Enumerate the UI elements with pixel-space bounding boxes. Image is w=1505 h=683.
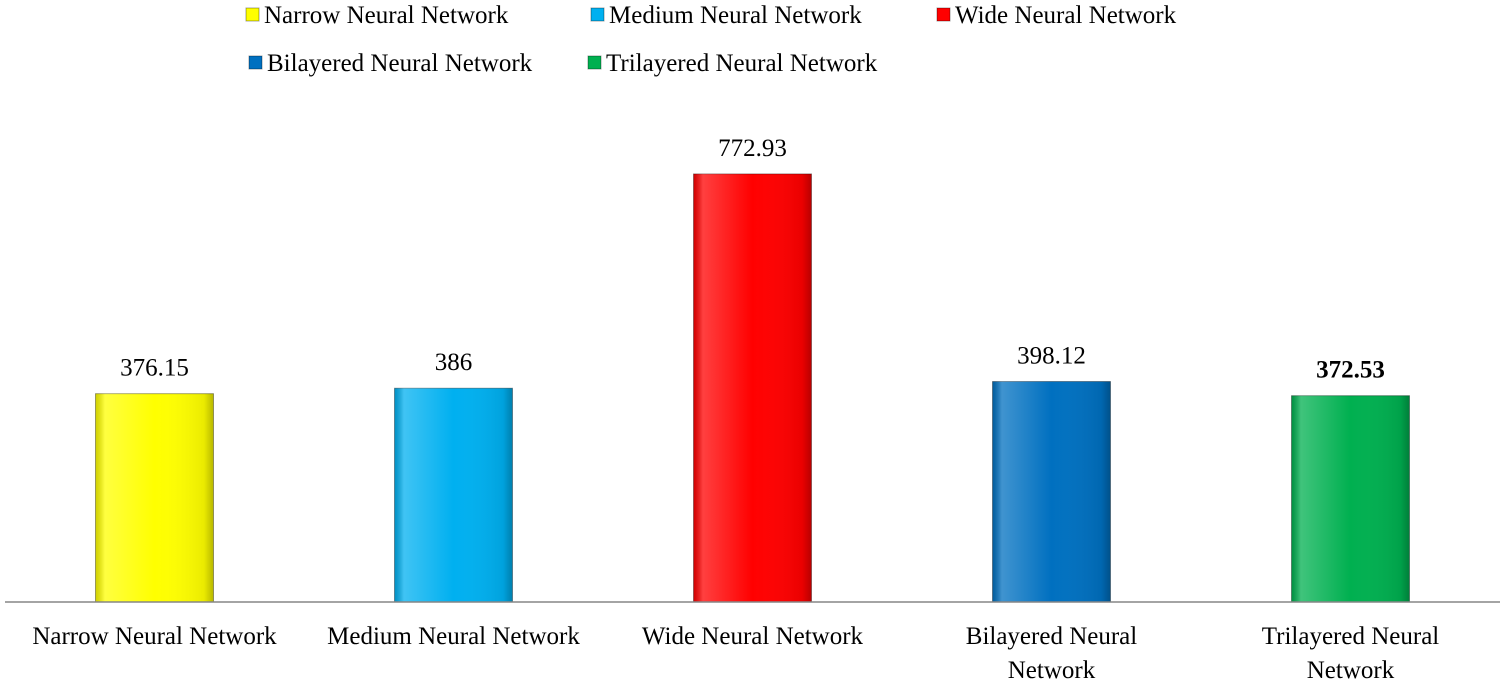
legend-label-0: Narrow Neural Network	[264, 2, 509, 29]
category-label-4-line-0: Trilayered Neural	[1262, 623, 1440, 650]
category-label-3-line-1: Network	[1008, 657, 1096, 683]
legend-label-3: Bilayered Neural Network	[267, 50, 533, 77]
value-label-1: 386	[435, 349, 473, 376]
bar-4	[1291, 395, 1410, 603]
legend-swatch-2	[936, 7, 951, 22]
legend-swatch-4	[587, 55, 602, 70]
bar-0	[95, 393, 214, 603]
category-label-1: Medium Neural Network	[327, 623, 580, 650]
bar-1	[394, 387, 513, 603]
bar-2	[693, 173, 812, 603]
value-label-0: 376.15	[120, 355, 189, 382]
legend-swatch-0	[245, 7, 260, 22]
legend-label-4: Trilayered Neural Network	[606, 50, 878, 77]
value-label-4: 372.53	[1316, 357, 1385, 384]
bar-3	[992, 381, 1111, 603]
legend-swatch-1	[590, 7, 605, 22]
legend: Narrow Neural Network Medium Neural Netwo…	[245, 2, 1177, 77]
category-label-4-line-1: Network	[1307, 657, 1395, 683]
legend-label-1: Medium Neural Network	[609, 2, 862, 29]
category-label-2: Wide Neural Network	[642, 623, 864, 650]
category-label-0: Narrow Neural Network	[32, 623, 277, 650]
category-label-3-line-0: Bilayered Neural	[966, 623, 1138, 650]
legend-swatch-3	[248, 55, 263, 70]
value-label-2: 772.93	[718, 135, 787, 162]
legend-label-2: Wide Neural Network	[955, 2, 1177, 29]
category-labels: Narrow Neural Network Medium Neural Netwo…	[32, 623, 1439, 683]
value-label-3: 398.12	[1017, 343, 1086, 370]
bars: 376.15 386 772.93 398.12 372.53	[95, 135, 1410, 603]
